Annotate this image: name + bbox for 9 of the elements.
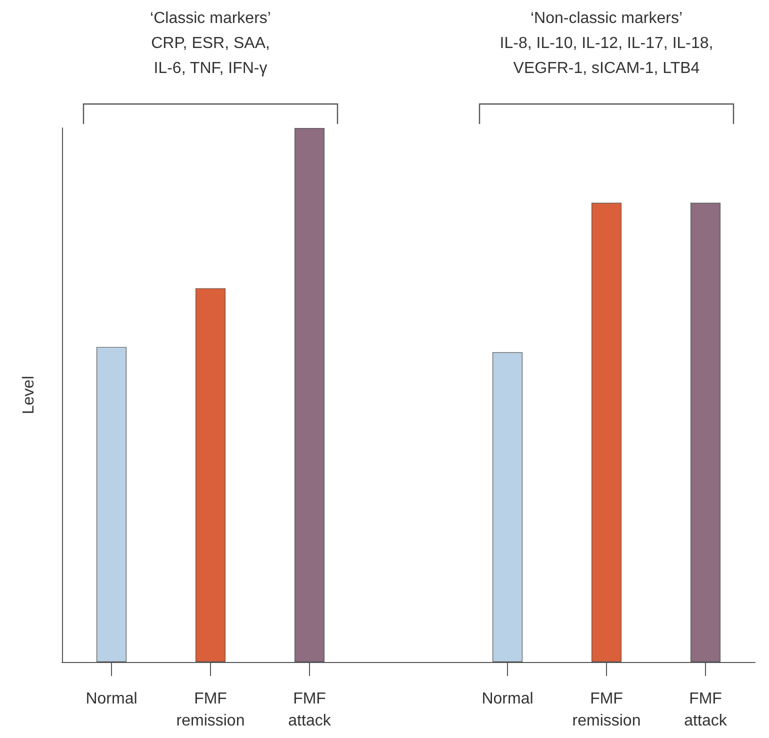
y-axis-title: Level xyxy=(20,376,38,414)
x-tick-label: FMF attack xyxy=(288,690,332,730)
text: ‘Classic markers’ CRP, ESR, SAA, IL-6, TNF, IFN-γ xyxy=(150,10,271,77)
x-tick-label: Normal xyxy=(86,690,138,708)
x-tick-label: FMF attack xyxy=(684,690,728,730)
text: ‘Non-classic markers’ IL-8, IL-10, IL-12, IL-17, IL-18, VEGFR-1, sICAM-1, LTB4 xyxy=(500,10,714,77)
x-tick-label: Normal xyxy=(482,690,534,708)
x-tick-label: FMF remission xyxy=(572,690,641,730)
x-tick-label: FMF remission xyxy=(176,690,245,730)
